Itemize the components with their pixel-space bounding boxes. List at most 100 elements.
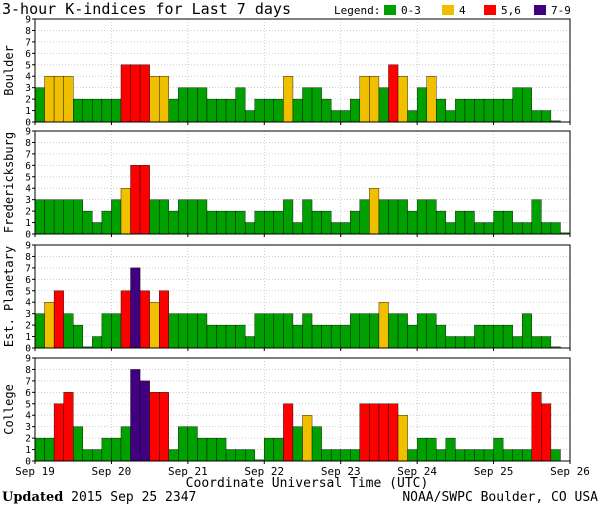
bar — [120, 188, 131, 235]
bar — [426, 313, 437, 349]
bar — [378, 199, 389, 235]
bar — [522, 313, 532, 349]
y-tick-label: 2 — [25, 434, 31, 445]
bar — [445, 336, 456, 349]
bar — [512, 87, 523, 123]
bar — [168, 449, 179, 462]
bar — [407, 210, 418, 235]
bar — [426, 437, 437, 462]
bar — [197, 313, 208, 349]
y-tick-label: 0 — [25, 344, 31, 355]
station-label: College — [2, 384, 16, 435]
bar — [206, 324, 217, 349]
y-tick-label: 4 — [25, 411, 31, 422]
bar — [311, 210, 322, 235]
y-tick-label: 0 — [25, 230, 31, 241]
panel-frame — [34, 18, 571, 123]
bar — [531, 199, 542, 235]
bar — [321, 210, 332, 235]
bar — [311, 426, 322, 462]
bar — [426, 199, 437, 235]
bar — [416, 199, 427, 235]
bar — [283, 403, 294, 462]
y-tick-label: 6 — [25, 388, 31, 399]
bar — [397, 76, 408, 123]
bar — [273, 437, 284, 462]
bar — [149, 392, 160, 462]
bar — [101, 210, 112, 235]
bar — [130, 267, 141, 349]
bar — [73, 199, 83, 235]
bar — [311, 324, 322, 349]
y-tick-label: 4 — [25, 298, 31, 309]
bar — [531, 392, 542, 462]
bar — [158, 199, 169, 235]
bar — [292, 222, 303, 235]
bar — [493, 210, 504, 235]
bar — [416, 87, 427, 123]
bar — [407, 449, 418, 462]
y-tick-label: 3 — [25, 309, 31, 320]
x-tick-label: Sep 26 — [550, 465, 590, 478]
bar — [235, 87, 246, 123]
bar — [187, 199, 198, 235]
legend: Legend: 0-3 4 5,6 7-9 — [334, 4, 571, 17]
bar — [436, 324, 447, 349]
y-tick-label: 6 — [25, 161, 31, 172]
bar — [350, 449, 361, 462]
bar — [330, 324, 341, 349]
y-tick-label: 3 — [25, 422, 31, 433]
bar — [149, 199, 160, 235]
bar — [359, 313, 370, 349]
y-tick-label: 8 — [25, 252, 31, 263]
bar — [178, 87, 189, 123]
legend-swatch-3 — [534, 5, 546, 15]
y-tick-label: 2 — [25, 207, 31, 218]
bar — [264, 313, 275, 349]
bar — [340, 222, 351, 235]
bar — [283, 313, 294, 349]
bar — [302, 313, 313, 349]
bar — [101, 98, 112, 123]
bar — [550, 449, 561, 462]
bar — [397, 415, 408, 462]
y-tick-label: 1 — [25, 106, 31, 117]
bar — [522, 449, 532, 462]
y-tick-label: 5 — [25, 399, 31, 410]
bar — [82, 449, 93, 462]
bar — [53, 76, 64, 123]
bar — [321, 449, 332, 462]
bar — [502, 98, 513, 123]
panel-frame — [34, 357, 571, 462]
y-tick-label: 1 — [25, 218, 31, 229]
bar — [493, 324, 504, 349]
y-tick-label: 2 — [25, 95, 31, 106]
station-label: Est. Planetary — [2, 246, 16, 347]
y-tick-label: 5 — [25, 172, 31, 183]
bar — [216, 210, 227, 235]
bar — [34, 87, 45, 123]
y-tick-label: 9 — [25, 241, 31, 252]
bar — [53, 290, 64, 349]
bar — [388, 403, 399, 462]
y-tick-label: 6 — [25, 275, 31, 286]
x-tick-label: Sep 21 — [168, 465, 208, 478]
bar — [493, 98, 504, 123]
bar — [73, 98, 83, 123]
x-tick-label: Sep 19 — [15, 465, 55, 478]
bar — [244, 222, 255, 235]
bar — [139, 380, 150, 462]
x-axis-label: Coordinate Universal Time (UTC) — [186, 476, 429, 491]
bar — [244, 449, 255, 462]
bar — [34, 199, 45, 235]
bar — [149, 76, 160, 123]
bar — [436, 210, 447, 235]
bar — [464, 210, 475, 235]
bar — [455, 98, 466, 123]
bar — [264, 98, 275, 123]
bar — [512, 336, 523, 349]
legend-label: Legend: — [334, 4, 380, 17]
bar — [474, 449, 485, 462]
